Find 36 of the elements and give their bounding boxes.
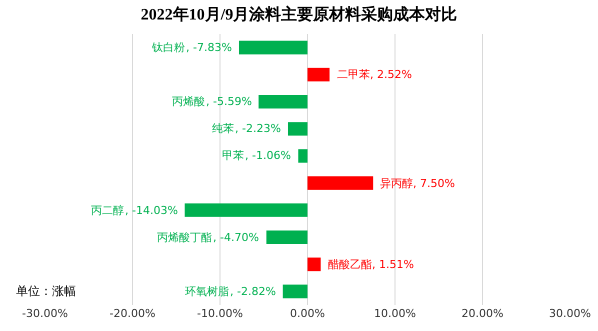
data-label: , -4.70% (213, 231, 259, 244)
data-label: , -2.82% (230, 285, 276, 298)
data-label: , -2.23% (235, 122, 281, 135)
bar (238, 40, 308, 54)
bar (308, 258, 321, 272)
y-tick-label: 钛白粉 (151, 41, 185, 54)
data-label: , -7.83% (186, 41, 232, 54)
y-tick-label: 丙二醇 (91, 204, 124, 217)
chart-title: 2022年10月/9月涂料主要原材料采购成本对比 (140, 4, 458, 24)
x-tick-label: 10.00% (374, 307, 416, 320)
bar (282, 284, 308, 298)
bar (308, 176, 374, 190)
bar (288, 122, 308, 136)
data-label: , -14.03% (125, 204, 178, 217)
annotation: 单位：涨幅 (16, 284, 76, 298)
bar (258, 94, 308, 109)
bar (266, 230, 308, 244)
y-tick-label: 丙烯酸 (172, 95, 205, 108)
x-tick-label: -10.00% (197, 307, 243, 320)
y-tick-label: 纯苯 (212, 122, 234, 135)
data-label: , -1.06% (245, 149, 291, 162)
y-tick-label: 甲苯 (222, 149, 244, 162)
category-label: 醋酸乙酯, 1.51% (328, 258, 414, 271)
bar (308, 68, 330, 82)
bar (298, 149, 308, 163)
x-tick-label: 20.00% (462, 307, 504, 320)
x-tick-label: -20.00% (110, 307, 156, 320)
x-tick-label: -30.00% (22, 307, 68, 320)
y-tick-label: 环氧树脂 (185, 285, 229, 298)
x-tick-label: 0.00% (290, 307, 325, 320)
y-tick-label: 丙烯酸丁酯 (157, 231, 212, 244)
x-tick-label: 30.00% (549, 307, 591, 320)
category-label: 二甲苯, 2.52% (337, 68, 412, 81)
category-label: 异丙醇, 7.50% (380, 177, 455, 190)
data-label: , -5.59% (206, 95, 252, 108)
bar (184, 203, 308, 217)
